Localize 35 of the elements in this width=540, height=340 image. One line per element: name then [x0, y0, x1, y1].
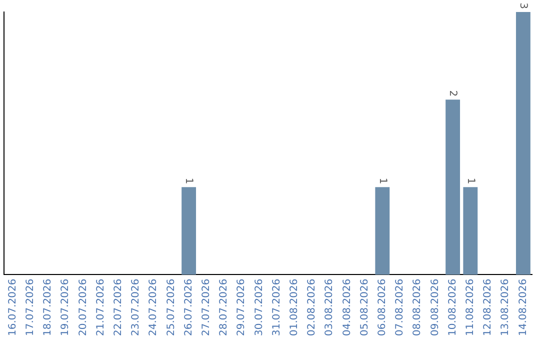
x-tick-label: 25.07.2026	[166, 278, 177, 336]
x-tick-label: 22.07.2026	[112, 278, 124, 336]
x-tick-label: 19.07.2026	[60, 278, 72, 336]
x-tick-label: 12.08.2026	[482, 278, 494, 336]
x-tick-label: 20.07.2026	[78, 278, 89, 336]
x-tick-label: 02.08.2026	[306, 278, 318, 336]
x-tick-label: 10.08.2026	[447, 278, 458, 336]
x-tick-label: 16.07.2026	[7, 278, 18, 336]
x-tick-label: 24.07.2026	[148, 278, 160, 336]
x-tick-label: 05.08.2026	[359, 278, 370, 336]
x-tick-label: 14.08.2026	[518, 278, 529, 336]
x-tick-label: 31.07.2026	[271, 278, 282, 336]
data-label: 1	[183, 178, 194, 184]
x-tick-label: 06.08.2026	[376, 278, 388, 336]
x-tick-label: 08.08.2026	[412, 278, 424, 336]
x-tick-label: 04.08.2026	[342, 278, 353, 336]
x-tick-label: 26.07.2026	[183, 278, 194, 336]
data-label: 1	[376, 178, 388, 184]
data-label: 3	[518, 2, 529, 9]
x-tick-label: 30.07.2026	[254, 278, 265, 336]
x-tick-label: 29.07.2026	[236, 278, 248, 336]
x-tick-label: 17.07.2026	[24, 278, 36, 336]
x-tick-label: 01.08.2026	[288, 278, 300, 336]
x-tick-label: 18.07.2026	[42, 278, 54, 336]
x-tick-label: 13.08.2026	[500, 278, 512, 336]
x-tick-label: 23.07.2026	[130, 278, 142, 336]
data-label: 2	[447, 90, 458, 97]
x-tick-label: 21.07.2026	[95, 278, 106, 336]
x-tick-label: 07.08.2026	[394, 278, 406, 336]
data-label: 1	[464, 178, 476, 184]
x-tick-label: 11.08.2026	[464, 278, 476, 336]
x-tick-label: 03.08.2026	[324, 278, 336, 336]
x-tick-label: 28.07.2026	[218, 278, 230, 336]
x-tick-label: 27.07.2026	[200, 278, 212, 336]
x-tick-label: 09.08.2026	[430, 278, 441, 336]
